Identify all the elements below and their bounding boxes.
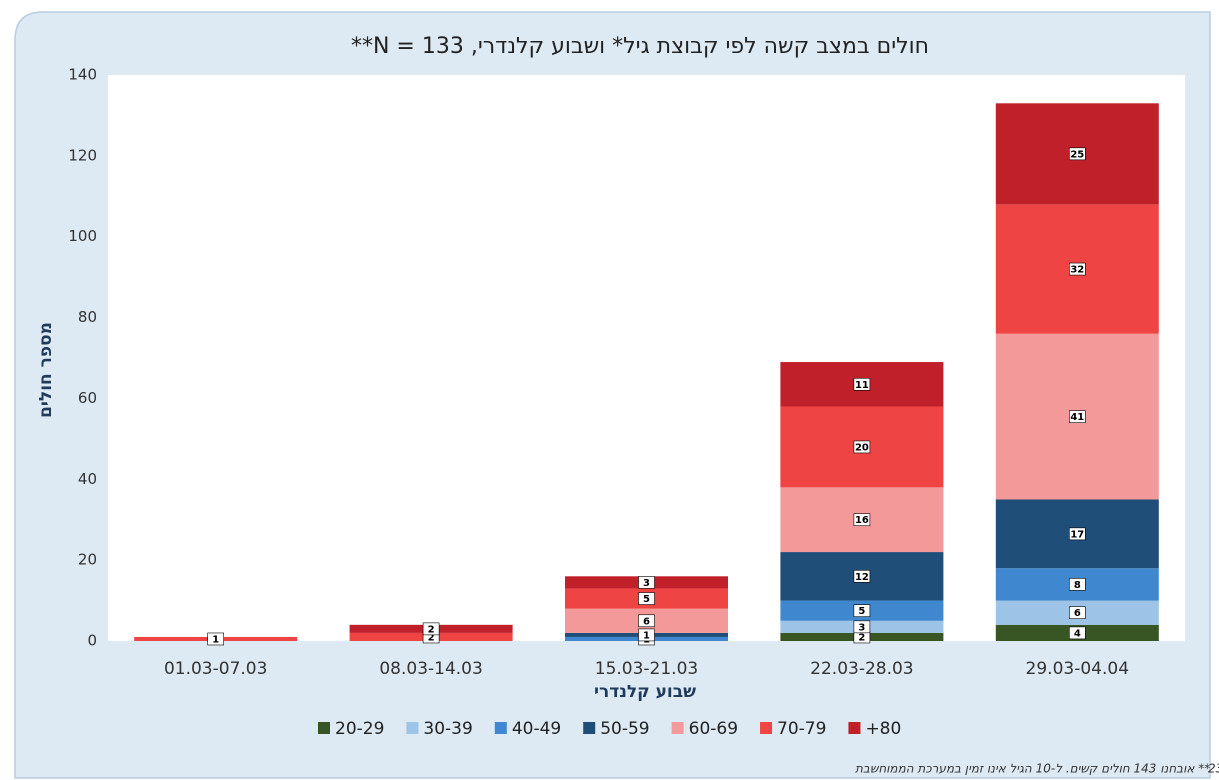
y-tick-label: 40	[78, 470, 97, 488]
legend-label: 30-39	[423, 719, 472, 739]
y-tick-label: 60	[78, 389, 97, 407]
y-tick-label: 80	[78, 308, 97, 326]
data-label: 3	[858, 622, 865, 633]
y-tick-label: 140	[68, 66, 97, 84]
data-label-box	[1069, 606, 1086, 620]
data-label: 4	[1074, 628, 1081, 639]
footnote: ** אובחנו 143 חולים קשים. ל-10 הגיל אינו…	[855, 762, 1210, 776]
data-label-box	[853, 570, 871, 583]
data-label: 25	[1070, 149, 1084, 160]
legend-swatch	[760, 722, 773, 734]
data-label: 17	[1070, 529, 1084, 540]
data-label-box	[853, 440, 871, 454]
data-label-box	[638, 628, 655, 642]
legend-label: +80	[865, 719, 901, 739]
legend-swatch	[318, 722, 330, 734]
data-label-box	[207, 632, 224, 646]
legend-swatch	[406, 722, 419, 734]
x-axis-label: שבוע קלנדרי	[594, 682, 696, 702]
x-tick-label: 22.03-28.03	[810, 659, 913, 679]
x-tick-label: 29.03-04.04	[1026, 659, 1129, 679]
legend-swatch	[494, 722, 507, 734]
y-tick-label: 20	[78, 551, 97, 569]
data-label-box	[422, 622, 440, 636]
y-tick-label: 100	[68, 227, 97, 245]
data-label: 2	[858, 632, 865, 643]
data-label-box	[638, 614, 655, 628]
legend-label: 70-79	[777, 719, 826, 739]
legend-label: 20-29	[335, 719, 384, 739]
y-tick-label: 120	[68, 146, 97, 164]
data-label: 1	[212, 634, 219, 645]
data-label-box	[1069, 578, 1086, 591]
data-label-box	[638, 576, 655, 589]
data-label: 41	[1070, 412, 1084, 423]
data-label: 20	[855, 442, 869, 453]
data-label-box	[638, 592, 655, 605]
data-label-box	[1069, 147, 1086, 161]
data-label-box	[853, 620, 871, 634]
data-label: 3	[643, 578, 650, 589]
data-label: 32	[1070, 265, 1084, 276]
data-label: 6	[643, 616, 650, 627]
data-label: 5	[858, 606, 865, 617]
data-label: 1	[643, 630, 650, 641]
data-label: 5	[643, 594, 650, 605]
data-label: 8	[1074, 580, 1081, 591]
data-label: 2	[428, 632, 435, 643]
legend-swatch	[671, 722, 684, 734]
data-label: 16	[855, 515, 869, 526]
data-label-box	[853, 604, 871, 617]
legend-label: 40-49	[512, 719, 561, 739]
data-label-box	[1069, 262, 1086, 276]
x-tick-label: 15.03-21.03	[595, 659, 698, 679]
data-label-box	[1069, 527, 1086, 541]
legend-swatch	[848, 722, 861, 734]
legend-label: 50-59	[600, 719, 649, 739]
data-label: 6	[1074, 608, 1081, 619]
data-label: 11	[855, 380, 869, 391]
chart-title: חולים במצב קשה לפי קבוצת גיל* ושבוע קלנד…	[351, 34, 929, 59]
legend-swatch	[583, 722, 596, 734]
data-label-box	[853, 513, 871, 527]
data-label-box	[1069, 410, 1086, 423]
data-label: 12	[855, 572, 869, 583]
y-tick-label: 0	[87, 632, 97, 650]
data-label-box	[1069, 626, 1086, 640]
legend-label: 60-69	[689, 719, 738, 739]
data-label: 2	[428, 624, 435, 635]
x-tick-label: 08.03-14.03	[379, 659, 482, 679]
y-axis-label: מספר חולים	[36, 322, 56, 418]
data-label-box	[853, 377, 871, 391]
footnote: * נתונים מעודכנים ל-04/04/2020, שעה 23:5…	[1208, 762, 1219, 776]
x-tick-label: 01.03-07.03	[164, 659, 267, 679]
